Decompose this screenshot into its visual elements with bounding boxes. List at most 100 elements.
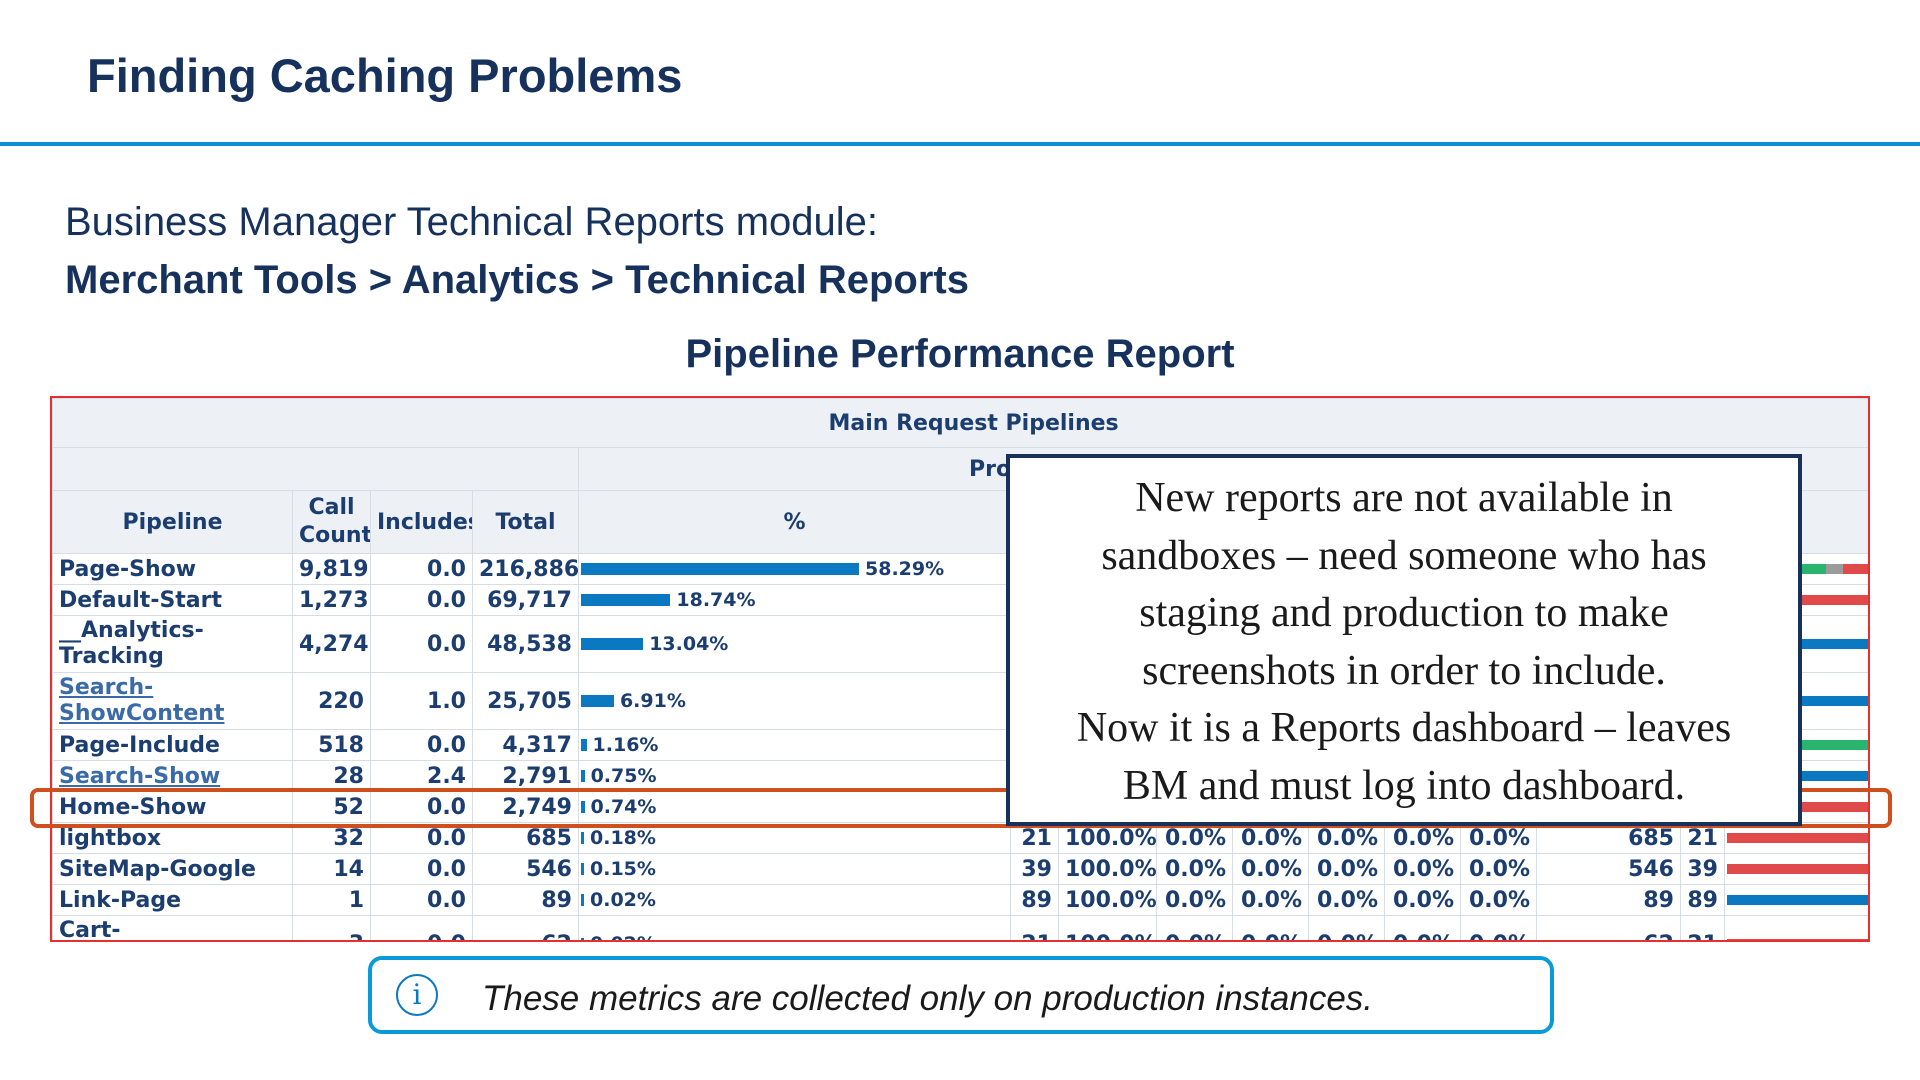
pipeline-name: Page-Show [52, 553, 293, 585]
percent-bar [581, 695, 614, 707]
sandbox-warning-callout: New reports are not available in sandboxe… [1006, 454, 1802, 826]
percent-label: 0.75% [590, 765, 657, 787]
percent-label: 1.16% [592, 734, 659, 756]
metric-value: 89 [1680, 884, 1725, 916]
pipeline-name: SiteMap-Google [52, 853, 293, 885]
report-title: Pipeline Performance Report [685, 332, 1235, 376]
table-row[interactable]: Cart-MiniAddProduct30.0620.02%21100.0%0.… [52, 915, 1868, 940]
pipeline-name: Default-Start [52, 584, 293, 616]
percent-bar [581, 801, 585, 813]
percent-label: 0.18% [590, 827, 656, 849]
includes: 0.0 [370, 729, 473, 761]
metric-value: 0.0% [1308, 853, 1385, 885]
metric-value: 0.0% [1156, 884, 1233, 916]
timing-mini-bar [1727, 833, 1868, 843]
metric-value: 0.0% [1384, 915, 1461, 940]
metric-value: 89 [1010, 884, 1059, 916]
percent-label: 0.02% [590, 933, 656, 940]
timing-segment [1826, 564, 1843, 574]
includes: 0.0 [370, 553, 473, 585]
percent-bar [581, 638, 644, 650]
metric-value: 39 [1680, 853, 1725, 885]
percent-cell: 0.74% [578, 791, 1011, 823]
metric-value: 0.0% [1232, 915, 1309, 940]
callout-line: staging and production to make [1139, 590, 1669, 636]
percent-label: 58.29% [865, 558, 945, 580]
timing-mini-chart [1723, 853, 1868, 885]
metric-value: 100.0% [1058, 884, 1157, 916]
total: 48,538 [472, 615, 579, 673]
slide-title: Finding Caching Problems [87, 49, 683, 102]
percent-cell: 18.74% [578, 584, 1011, 616]
col-includes[interactable]: Includes [370, 490, 473, 554]
call-count: 1 [292, 884, 371, 916]
timing-mini-chart [1723, 884, 1868, 916]
production-metrics-note: i These metrics are collected only on pr… [368, 956, 1554, 1034]
section-header: Main Request Pipelines [52, 398, 1868, 448]
metric-value: 100.0% [1058, 915, 1157, 940]
call-count: 518 [292, 729, 371, 761]
percent-label: 18.74% [676, 589, 756, 611]
percent-bar [581, 739, 587, 751]
callout-line: BM and must log into dashboard. [1122, 762, 1686, 809]
percent-cell: 0.75% [578, 760, 1011, 792]
includes: 0.0 [370, 791, 473, 823]
home-show-highlight [30, 788, 1892, 828]
pipeline-name: Cart-MiniAddProduct [52, 915, 293, 940]
pipeline-name[interactable]: Search-ShowContent [52, 672, 293, 730]
total: 62 [472, 915, 579, 940]
callout-line: screenshots in order to include. [1142, 647, 1666, 694]
percent-cell: 6.91% [578, 672, 1011, 730]
total: 546 [472, 853, 579, 885]
percent-bar [581, 563, 859, 575]
percent-cell: 0.02% [578, 884, 1011, 916]
title-divider [0, 142, 1920, 146]
call-count: 14 [292, 853, 371, 885]
percent-label: 6.91% [619, 690, 686, 712]
group-header-blank [52, 447, 579, 491]
percent-cell: 13.04% [578, 615, 1011, 673]
col-percent[interactable]: % [578, 490, 1011, 554]
table-row[interactable]: SiteMap-Google 14 0.0 546 0.15% 39 100.0% 0.0% 0… [52, 853, 1868, 885]
timing-segment [1727, 895, 1868, 905]
timing-segment [1727, 833, 1868, 843]
total: 216,886 [472, 553, 579, 585]
metric-value: 0.0% [1384, 853, 1461, 885]
module-description: Business Manager Technical Reports modul… [65, 200, 879, 244]
metric-value: 0.0% [1232, 853, 1309, 885]
metric-value: 100.0% [1058, 853, 1157, 885]
percent-label: 0.02% [590, 889, 656, 911]
metric-value: 0.0% [1460, 915, 1537, 940]
metric-value: 0.0% [1460, 884, 1537, 916]
col-total[interactable]: Total [472, 490, 579, 554]
total: 4,317 [472, 729, 579, 761]
percent-label: 13.04% [649, 633, 729, 655]
total: 25,705 [472, 672, 579, 730]
timing-mini-bar [1727, 864, 1868, 874]
includes: 2.4 [370, 760, 473, 792]
metric-value: 0.0% [1156, 853, 1233, 885]
call-count: 4,274 [292, 615, 371, 673]
metric-value: 21 [1010, 915, 1059, 940]
pipeline-name[interactable]: Search-Show [52, 760, 293, 792]
percent-bar [581, 832, 584, 844]
total: 2,749 [472, 791, 579, 823]
total: 2,791 [472, 760, 579, 792]
metric-value: 21 [1680, 915, 1725, 940]
total: 89 [472, 884, 579, 916]
col-pipeline[interactable]: Pipeline [52, 490, 293, 554]
table-row[interactable]: Link-Page 1 0.0 89 0.02% 89 100.0% 0.0% 0.0% 0.0%… [52, 884, 1868, 916]
call-count: 9,819 [292, 553, 371, 585]
metric-value: 89 [1536, 884, 1681, 916]
timing-segment [1727, 939, 1868, 940]
call-count: 1,273 [292, 584, 371, 616]
metric-value: 0.0% [1308, 884, 1385, 916]
pipeline-name: __Analytics-Tracking [52, 615, 293, 673]
col-call-count[interactable]: Call Count [292, 490, 371, 554]
timing-mini-chart [1723, 915, 1868, 940]
includes: 0.0 [370, 884, 473, 916]
metric-value: 62 [1536, 915, 1681, 940]
includes: 1.0 [370, 672, 473, 730]
note-text: These metrics are collected only on prod… [482, 979, 1374, 1018]
call-count: 28 [292, 760, 371, 792]
